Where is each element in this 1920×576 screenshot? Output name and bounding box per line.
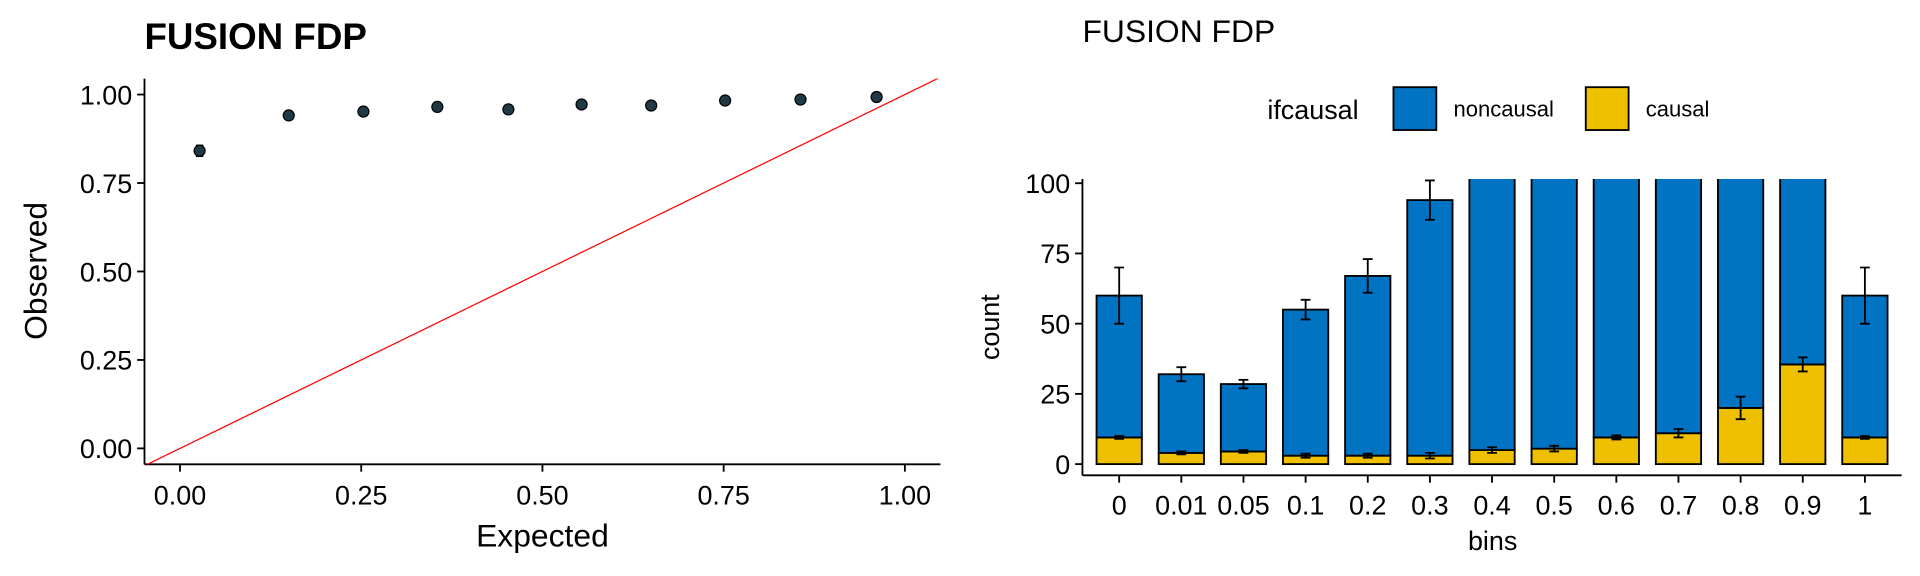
x-tick-label: 0.01 [1155, 491, 1207, 521]
reference-line [145, 78, 939, 465]
y-tick-label: 0.50 [80, 257, 132, 287]
bar-segment [1406, 199, 1454, 457]
legend-label: noncausal [1453, 97, 1553, 122]
y-tick-label: 50 [1040, 309, 1070, 339]
bar-segment [1592, 179, 1640, 439]
bar-segment [1530, 179, 1578, 450]
y-tick-label: 100 [1025, 169, 1070, 199]
point [431, 100, 444, 114]
error-bar [1487, 34, 1497, 79]
point [575, 98, 588, 111]
y-tick-label: 1.00 [80, 80, 132, 110]
y-axis-title: count [975, 294, 1005, 360]
error-bar [1238, 378, 1249, 390]
error-bar [1425, 179, 1435, 221]
bar-segment [1717, 179, 1765, 409]
x-tick-label: 0.00 [154, 481, 206, 511]
point [870, 90, 883, 104]
legend-key [1584, 86, 1630, 131]
x-tick-label: 0.4 [1473, 491, 1510, 521]
bar-segment [1779, 179, 1827, 366]
error-bar [1860, 266, 1870, 325]
error-bar [1549, 444, 1560, 453]
y-tick-label: 0.25 [80, 346, 132, 376]
error-bar [1487, 446, 1497, 454]
error-bar [1362, 452, 1373, 459]
point [502, 103, 515, 116]
x-tick-label: 0 [1112, 491, 1127, 521]
point [357, 105, 370, 118]
error-bar [1673, 428, 1684, 439]
error-bar [1735, 395, 1746, 421]
error-bar [1611, 434, 1622, 441]
legend-title: ifcausal [1267, 95, 1358, 125]
x-tick-label: 0.75 [697, 481, 749, 511]
bar-segment [1344, 275, 1392, 457]
y-tick-label: 75 [1040, 239, 1070, 269]
error-bar [1797, 356, 1808, 373]
y-axis-title: Observed [18, 202, 54, 340]
x-axis-title: Expected [476, 517, 609, 553]
x-tick-label: 0.7 [1660, 491, 1697, 521]
x-tick-label: 0.9 [1784, 491, 1821, 521]
x-tick-label: 0.1 [1287, 491, 1324, 521]
error-bar [1114, 435, 1125, 440]
x-tick-label: 0.50 [516, 481, 568, 511]
legend-key [1392, 86, 1438, 131]
x-tick-label: 0.6 [1598, 491, 1635, 521]
y-tick-label: 0.00 [80, 434, 132, 464]
bar-segment [1654, 432, 1703, 466]
plot-area [1095, 0, 1889, 466]
bar-segment [1095, 436, 1143, 466]
bar-segment [1282, 308, 1330, 457]
x-tick-label: 0.8 [1722, 491, 1759, 521]
bar-segment [1779, 363, 1827, 466]
error-bar [1549, 0, 1559, 22]
chart-title: FUSION FDP [144, 16, 366, 57]
x-tick-label: 0.25 [335, 481, 387, 511]
error-bar [1425, 451, 1435, 460]
chart-title: FUSION FDP [1082, 13, 1275, 49]
y-tick-label: 25 [1040, 380, 1070, 410]
bar-segment [1157, 373, 1205, 454]
point [282, 109, 295, 122]
x-tick-label: 1.00 [879, 481, 931, 511]
point [718, 94, 732, 107]
error-bar [1176, 450, 1187, 456]
y-tick-label: 0.75 [80, 169, 132, 199]
y-tick-label: 0 [1055, 450, 1070, 480]
point [645, 99, 658, 112]
bar-segment [1654, 179, 1703, 435]
plot-area [145, 78, 939, 465]
x-tick-label: 0.3 [1411, 491, 1448, 521]
error-bar [1238, 449, 1249, 454]
bar-segment [1841, 436, 1889, 466]
x-tick-label: 0.05 [1217, 491, 1269, 521]
point [193, 144, 206, 157]
error-bar [1176, 366, 1187, 383]
error-bar [1300, 452, 1311, 459]
point [794, 93, 807, 106]
legend-label: causal [1646, 97, 1710, 122]
error-bar [1860, 435, 1870, 440]
bar-segment [1592, 436, 1640, 466]
x-tick-label: 1 [1857, 491, 1872, 521]
bar-segment [1219, 383, 1268, 453]
error-bar [1362, 258, 1373, 294]
x-axis-title: bins [1468, 526, 1517, 556]
error-bar [1300, 298, 1311, 321]
error-bar [1114, 266, 1125, 325]
x-tick-label: 0.2 [1349, 491, 1386, 521]
x-tick-label: 0.5 [1535, 491, 1572, 521]
bar-segment [1468, 179, 1516, 451]
